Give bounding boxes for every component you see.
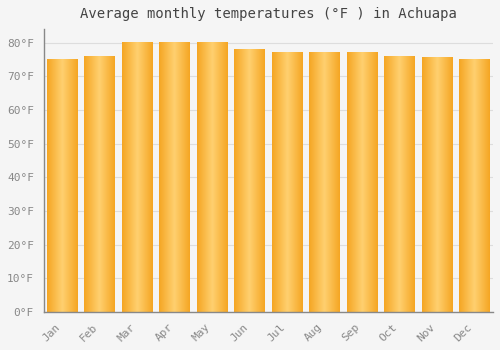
Title: Average monthly temperatures (°F ) in Achuapa: Average monthly temperatures (°F ) in Ac…: [80, 7, 457, 21]
